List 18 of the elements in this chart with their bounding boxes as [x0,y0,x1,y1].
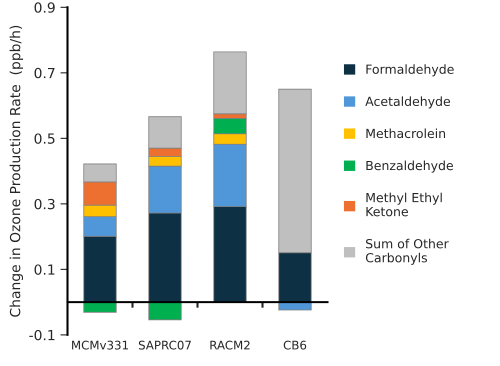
legend-label: Formaldehyde [366,64,454,76]
legend-label: Sum of Other Carbonyls [366,238,449,265]
y-tick-label: 0.7 [34,68,55,78]
y-tick-label: 0.3 [34,198,55,210]
x-tick-label: SAPRC07 [138,340,191,350]
bar [148,302,182,320]
y-tick-label: 0.1 [34,264,54,275]
x-tick-label: CB6 [284,340,306,350]
legend-label: Methyl Ethyl Ketone [366,192,442,216]
y-tick-label: -0.1 [29,330,54,340]
legend-label: Acetaldehyde [365,96,450,108]
x-tick-label: MCMv331 [72,340,128,350]
legend-label: Methacrolein [366,128,446,138]
y-tick-label: 0.5 [34,133,54,144]
legend-label: Benzaldehyde [366,160,453,173]
y-tick-label: 0.9 [34,2,55,13]
x-tick-label: RACM2 [210,340,250,350]
y-axis-title: Change in Ozone Production Rate (ppb/h) [10,26,24,317]
